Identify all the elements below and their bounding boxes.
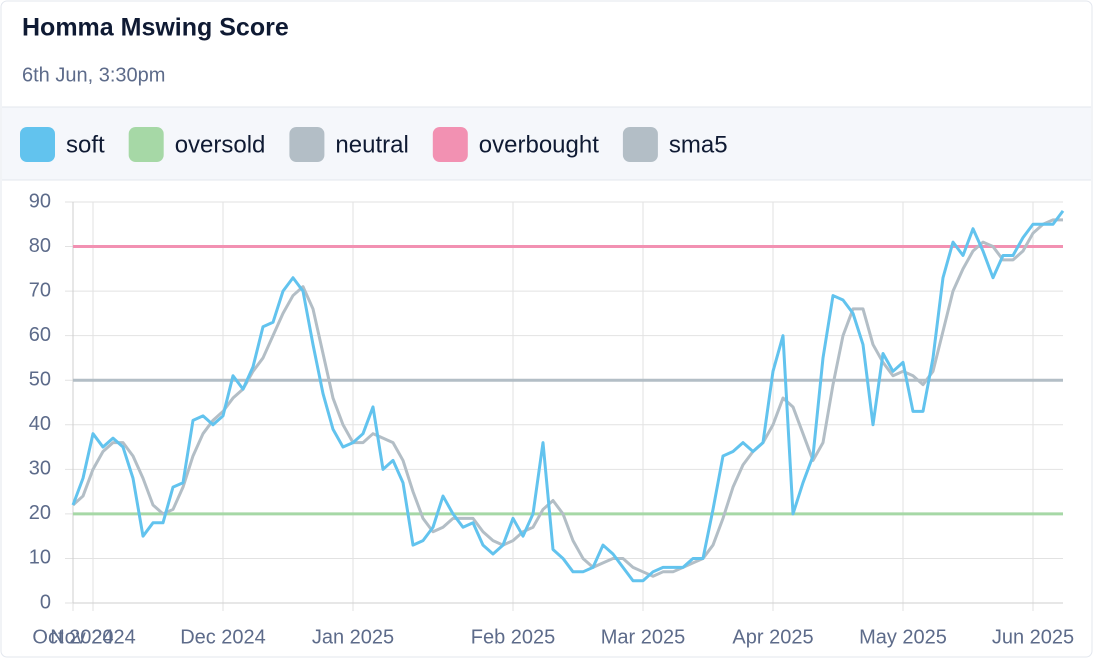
x-tick-label: Feb 2025 (471, 626, 556, 648)
y-tick-label: 0 (40, 591, 51, 613)
legend-label: sma5 (669, 131, 728, 158)
y-tick-label: 20 (29, 502, 51, 524)
line-soft (71, 210, 1065, 583)
legend-swatch (20, 127, 55, 162)
legend-swatch (128, 127, 164, 162)
x-tick-label: Dec 2024 (180, 626, 266, 648)
legend: soft oversold neutral overbought sma5 (20, 127, 728, 162)
legend-swatch (289, 127, 325, 162)
legend-swatch (432, 127, 468, 162)
y-tick-label: 10 (29, 547, 51, 569)
y-tick-label: 90 (29, 190, 51, 212)
y-tick-label: 80 (29, 235, 51, 257)
y-tick-label: 70 (29, 279, 51, 301)
y-tick-label: 30 (29, 458, 51, 480)
line-sma5 (72, 218, 1063, 578)
x-tick-label: Jun 2025 (992, 626, 1074, 648)
y-tick-label: 40 (29, 413, 51, 435)
legend-band (2, 107, 1091, 180)
y-tick-label: 50 (29, 369, 51, 391)
legend-label: soft (66, 131, 105, 158)
legend-label: oversold (175, 131, 266, 158)
x-tick-label: Apr 2025 (732, 626, 813, 648)
x-tick-label: Jan 2025 (312, 626, 394, 648)
legend-swatch (622, 127, 658, 162)
chart-title: Homma Mswing Score (22, 14, 289, 42)
x-tick-label: Oct 2024 (32, 626, 113, 648)
legend-label: neutral (335, 131, 408, 158)
x-tick-label: Nov 2024 (50, 626, 136, 648)
y-tick-label: 60 (29, 324, 51, 346)
x-tick-label: May 2025 (859, 626, 947, 648)
legend-label: overbought (479, 131, 599, 158)
plot (71, 210, 1065, 583)
x-tick-label: Mar 2025 (601, 626, 686, 648)
chart-subtitle: 6th Jun, 3:30pm (22, 64, 165, 86)
